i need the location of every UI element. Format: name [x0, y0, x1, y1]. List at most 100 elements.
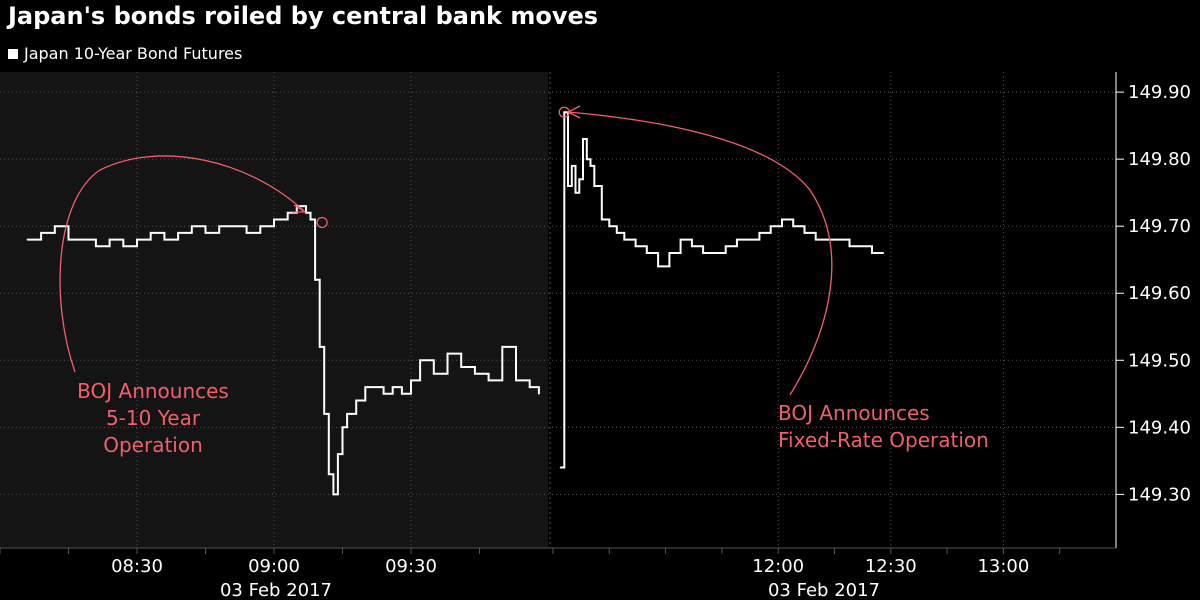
x-tick-label: 09:00: [248, 556, 300, 577]
data-point: [191, 225, 193, 227]
data-point: [314, 279, 316, 281]
data-point: [634, 245, 637, 248]
data-point: [871, 252, 873, 254]
y-tick-label: 149.40: [1128, 417, 1191, 438]
data-point: [657, 265, 659, 268]
annotation-arrowhead-1: [292, 204, 308, 213]
x-tick-label: 13:00: [977, 556, 1029, 577]
data-point: [95, 245, 97, 248]
data-point: [163, 238, 166, 241]
data-point: [589, 165, 592, 167]
data-point: [600, 218, 603, 221]
data-point: [108, 238, 111, 241]
y-tick-label: 149.30: [1128, 484, 1191, 505]
data-point: [803, 232, 806, 234]
y-tick-label: 149.90: [1128, 82, 1191, 103]
data-point: [593, 185, 596, 187]
x-tick-label: 08:30: [111, 556, 163, 577]
x-tick-label: 09:30: [385, 556, 437, 577]
data-point: [837, 238, 840, 241]
y-tick-label: 149.50: [1128, 350, 1191, 371]
data-point: [401, 393, 403, 395]
data-point: [501, 346, 504, 348]
data-point: [882, 252, 885, 254]
data-point: [273, 218, 275, 221]
annotation-2-line-1: BOJ Announces: [778, 401, 930, 425]
data-point: [623, 238, 626, 241]
data-point: [373, 386, 376, 388]
data-point: [570, 165, 573, 167]
annotation-arrow-1: [59, 155, 306, 373]
data-point: [814, 238, 817, 241]
data-point: [355, 399, 358, 402]
legend-swatch: [8, 49, 18, 59]
data-point: [177, 232, 179, 234]
data-point: [848, 245, 851, 248]
data-point: [323, 413, 326, 415]
data-point: [136, 238, 138, 241]
y-tick-label: 149.80: [1128, 149, 1191, 170]
y-tick-label: 149.60: [1128, 283, 1191, 304]
x-date-label: 03 Feb 2017: [768, 580, 880, 600]
data-point: [487, 379, 490, 382]
data-point: [245, 232, 248, 234]
x-tick-label: 12:00: [752, 556, 804, 577]
data-point: [346, 413, 348, 415]
data-point: [859, 245, 862, 248]
data-point: [578, 178, 581, 181]
data-point: [433, 372, 435, 375]
data-point: [646, 252, 648, 254]
data-point: [826, 238, 828, 241]
y-tick-label: 149.70: [1128, 216, 1191, 237]
data-point: [608, 225, 611, 227]
data-point: [232, 225, 234, 227]
data-point: [54, 225, 56, 227]
chart-title: Japan's bonds roiled by central bank mov…: [8, 2, 599, 30]
data-point: [574, 191, 577, 194]
data-point: [26, 238, 29, 241]
annotation-1-line-2: 5-10 Year: [106, 406, 201, 430]
data-point: [616, 232, 618, 234]
data-point: [149, 232, 152, 234]
data-point: [702, 252, 704, 254]
data-point: [668, 252, 671, 254]
x-date-label: 03 Feb 2017: [220, 580, 332, 600]
data-point: [337, 453, 339, 455]
annotation-arrowhead-2: [566, 105, 581, 119]
data-point: [318, 346, 321, 348]
data-point: [781, 218, 783, 221]
series-line-morning: [27, 205, 540, 496]
data-point: [792, 225, 795, 227]
series-line-afternoon: [560, 111, 884, 469]
data-point: [567, 185, 569, 187]
data-point: [460, 366, 463, 368]
data-point: [582, 138, 584, 140]
data-point: [528, 386, 531, 388]
data-point: [382, 393, 385, 395]
legend-entry: Japan 10-Year Bond Futures: [24, 44, 243, 63]
x-tick-label: 12:30: [865, 556, 917, 577]
data-point: [679, 238, 682, 241]
data-point: [332, 493, 335, 496]
data-point: [585, 158, 588, 160]
data-point: [341, 426, 344, 429]
data-point: [446, 352, 449, 355]
annotation-arrow-2: [567, 111, 833, 396]
annotation-2-line-2: Fixed-Rate Operation: [778, 428, 989, 452]
data-point: [328, 473, 330, 476]
data-point: [286, 211, 289, 214]
data-point: [691, 245, 693, 248]
data-point: [81, 238, 83, 241]
data-point: [410, 379, 412, 382]
annotation-1-line-3: Operation: [103, 433, 203, 457]
data-point: [218, 225, 220, 227]
data-point: [391, 386, 394, 388]
data-point: [122, 245, 125, 248]
data-point: [769, 225, 772, 227]
data-point: [747, 238, 749, 241]
data-point: [309, 218, 312, 221]
data-point: [559, 466, 562, 469]
data-point: [563, 111, 566, 114]
data-point: [515, 379, 517, 382]
